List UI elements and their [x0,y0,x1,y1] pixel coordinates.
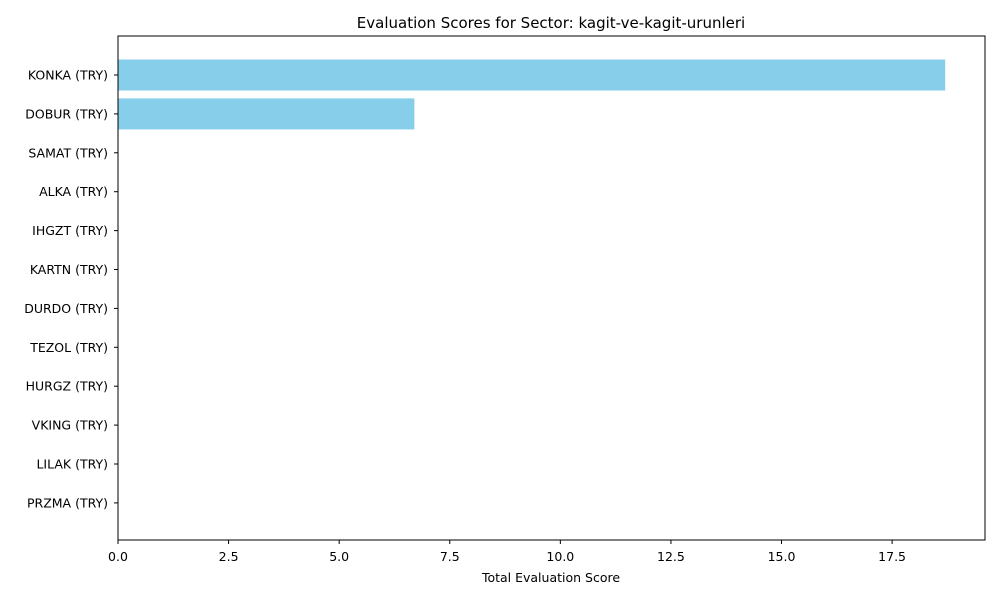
y-tick-label: KARTN (TRY) [30,262,108,277]
y-tick-label: TEZOL (TRY) [29,340,108,355]
y-tick-label: LILAK (TRY) [36,457,108,472]
y-tick-label: IHGZT (TRY) [32,223,108,238]
y-tick-label: PRZMA (TRY) [27,495,108,510]
x-axis-label: Total Evaluation Score [481,570,620,585]
y-tick-label: ALKA (TRY) [39,184,108,199]
y-tick-label: SAMAT (TRY) [28,145,108,160]
x-tick-label: 10.0 [546,549,574,564]
y-tick-label: VKING (TRY) [32,418,108,433]
y-tick-label: HURGZ (TRY) [26,379,108,394]
bar [118,59,946,91]
x-tick-label: 5.0 [329,549,349,564]
x-tick-label: 7.5 [440,549,460,564]
bars-group [118,59,946,130]
x-axis-ticks: 0.0 2.5 5.0 7.5 10.0 12.5 15.0 17.5 [108,540,906,564]
plot-frame [117,35,986,541]
x-tick-label: 12.5 [657,549,685,564]
x-tick-label: 0.0 [108,549,128,564]
x-tick-label: 17.5 [878,549,906,564]
y-axis-ticks: KONKA (TRY) DOBUR (TRY) SAMAT (TRY) ALKA (T… [24,68,118,510]
chart-title: Evaluation Scores for Sector: kagit-ve-k… [357,14,745,32]
x-tick-label: 15.0 [768,549,796,564]
bar [118,98,415,130]
y-tick-label: KONKA (TRY) [28,68,108,83]
x-tick-label: 2.5 [219,549,239,564]
y-tick-label: DURDO (TRY) [24,301,108,316]
y-tick-label: DOBUR (TRY) [25,106,108,121]
